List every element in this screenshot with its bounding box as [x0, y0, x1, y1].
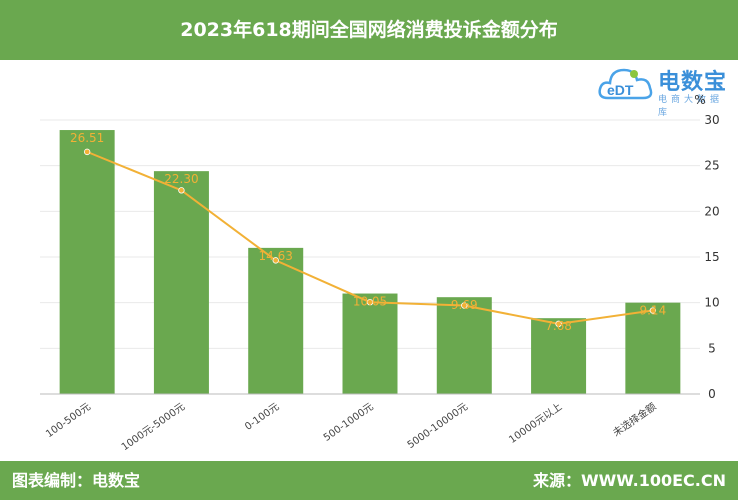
- data-label: 10.05: [353, 295, 387, 309]
- y-tick-label: 20: [704, 204, 719, 218]
- x-tick-label: 0-100元: [243, 401, 281, 432]
- line-point: [178, 187, 185, 194]
- brand-logo: eDT 电数宝 电商大数据库: [598, 62, 728, 118]
- data-label: 7.68: [545, 319, 572, 333]
- bar: [342, 293, 398, 394]
- data-label: 26.51: [70, 131, 104, 145]
- logo-subtext: 电商大数据库: [658, 95, 724, 118]
- data-label: 22.30: [164, 172, 198, 186]
- y-tick-label: 15: [704, 250, 719, 264]
- x-tick-label: 5000-10000元: [406, 401, 470, 451]
- y-tick-label: 5: [708, 341, 716, 355]
- logo-text: 电数宝: [658, 70, 728, 95]
- line-point: [366, 299, 374, 306]
- bar: [625, 302, 681, 394]
- x-tick-label: 500-1000元: [322, 401, 376, 443]
- bar: [59, 130, 115, 394]
- y-tick-label: 25: [704, 159, 719, 173]
- bar: [153, 171, 209, 394]
- y-tick-label: 0: [708, 387, 716, 401]
- y-tick-label: 30: [704, 113, 719, 127]
- line-point: [649, 307, 657, 314]
- x-tick-label: 1000元-5000元: [120, 401, 187, 453]
- line-point: [555, 320, 562, 328]
- line-point: [461, 302, 468, 309]
- footer-credit: 图表编制：电数宝: [12, 471, 141, 490]
- bar: [248, 247, 304, 394]
- bar: [531, 318, 587, 394]
- svg-text:eDT: eDT: [607, 82, 634, 98]
- line-point: [83, 148, 91, 156]
- line-point: [272, 257, 279, 264]
- x-tick-label: 10000元以上: [507, 401, 565, 446]
- x-tick-label: 未选择金额: [610, 400, 658, 439]
- footer-bar: [0, 461, 738, 500]
- data-label: 9.14: [639, 304, 666, 318]
- footer-source: 来源：WWW.100EC.CN: [532, 471, 726, 490]
- chart-area: 26.51 22.30 14.63 10.05 9.69 7.68 9.14 0 5 10 15 2…: [40, 93, 720, 453]
- data-label: 14.63: [259, 249, 293, 263]
- data-label: 9.69: [451, 298, 478, 312]
- x-tick-label: 100-500元: [44, 401, 93, 440]
- y-axis-unit: %: [694, 93, 705, 107]
- chart-title: 2023年618期间全国网络消费投诉金额分布: [180, 19, 558, 41]
- header-bar: [0, 0, 738, 60]
- bar: [436, 297, 492, 394]
- cloud-logo-icon: eDT: [598, 68, 653, 100]
- y-tick-label: 10: [704, 296, 719, 310]
